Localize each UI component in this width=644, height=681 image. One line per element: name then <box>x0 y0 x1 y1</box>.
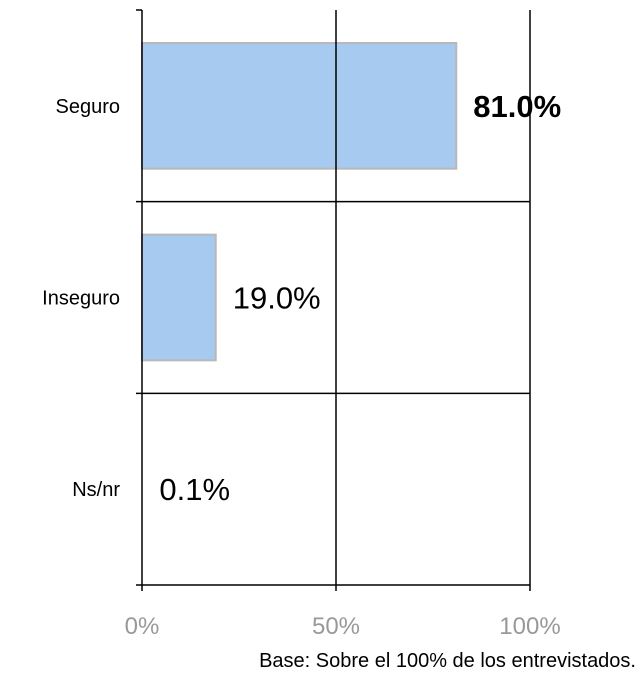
x-tick-label: 50% <box>312 613 360 640</box>
value-label: 19.0% <box>233 281 321 316</box>
value-label: 81.0% <box>473 89 561 124</box>
x-tick-label: 0% <box>125 613 160 640</box>
x-tick-label: 100% <box>499 613 560 640</box>
base-note: Base: Sobre el 100% de los entrevistados… <box>259 650 636 672</box>
bar-seguro <box>141 42 458 170</box>
value-label: 0.1% <box>159 472 230 507</box>
bar-inseguro <box>141 233 217 362</box>
category-label: Seguro <box>56 96 121 118</box>
category-label: Ns/nr <box>72 479 120 501</box>
category-label: Inseguro <box>42 288 120 310</box>
